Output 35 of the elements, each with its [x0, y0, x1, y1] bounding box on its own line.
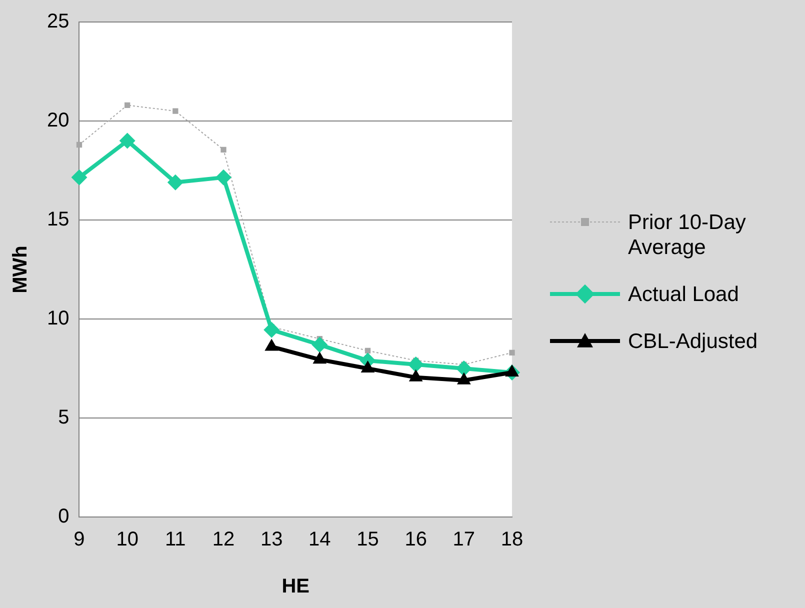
x-tick-label: 16: [404, 528, 427, 551]
point: [264, 322, 280, 338]
point: [119, 132, 136, 149]
y-axis-title: MWh: [10, 246, 32, 294]
y-tick-label: 15: [46, 208, 70, 231]
point: [408, 356, 424, 373]
x-tick-label: 18: [500, 528, 524, 551]
point: [124, 102, 130, 108]
x-tick-label: 13: [260, 528, 283, 551]
y-tick-label: 0: [58, 506, 70, 528]
point: [509, 350, 515, 356]
legend-label: Actual Load: [628, 282, 739, 307]
x-tick-label: 10: [116, 528, 138, 551]
point: [216, 169, 232, 186]
x-tick-label: 17: [452, 528, 476, 551]
y-tick-label: 20: [46, 110, 70, 132]
y-tick-label: 5: [58, 406, 70, 429]
point: [172, 108, 178, 114]
legend-label: CBL-Adjusted: [628, 329, 758, 354]
point: [76, 142, 82, 148]
x-tick-label: 15: [356, 528, 379, 551]
point: [456, 360, 472, 376]
point: [167, 174, 184, 190]
point: [364, 348, 371, 354]
legend-label: Prior 10-Day Average: [628, 210, 747, 260]
y-tick-label: 25: [46, 10, 70, 33]
point: [312, 336, 328, 353]
point: [71, 169, 88, 186]
x-tick-label: 11: [165, 528, 186, 551]
x-tick-label: 12: [212, 528, 235, 551]
x-tick-label: 14: [308, 528, 331, 551]
x-tick-label: 9: [74, 528, 85, 551]
x-axis-title: HE: [282, 576, 310, 598]
y-tick-label: 10: [46, 308, 70, 330]
point: [220, 146, 226, 153]
